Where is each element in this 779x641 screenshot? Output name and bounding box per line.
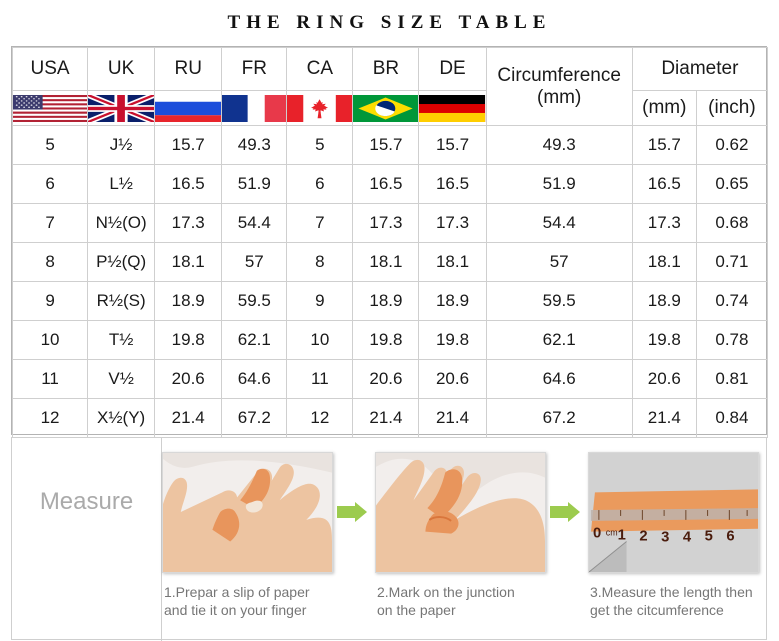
svg-text:5: 5 <box>705 529 713 545</box>
svg-text:6: 6 <box>726 529 734 545</box>
svg-text:3: 3 <box>661 530 669 546</box>
svg-text:1: 1 <box>618 528 626 544</box>
svg-text:2: 2 <box>639 529 647 545</box>
svg-text:4: 4 <box>683 530 692 546</box>
svg-text:0: 0 <box>593 526 601 542</box>
svg-text:cm: cm <box>606 528 618 538</box>
